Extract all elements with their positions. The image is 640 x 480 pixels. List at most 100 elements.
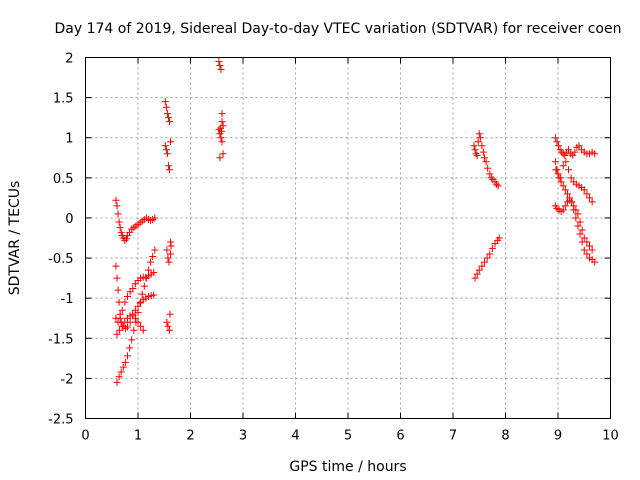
data-point xyxy=(218,138,226,146)
data-point xyxy=(216,124,224,132)
data-point xyxy=(130,326,138,334)
data-point xyxy=(165,258,173,266)
y-tick-label: -2 xyxy=(61,372,74,387)
data-point xyxy=(117,368,125,376)
data-point xyxy=(479,148,487,156)
data-point xyxy=(121,318,129,326)
data-point xyxy=(217,134,225,142)
data-point xyxy=(580,186,588,194)
data-point xyxy=(151,246,159,254)
data-point xyxy=(115,218,123,226)
x-tick-label: 9 xyxy=(554,429,562,444)
data-point xyxy=(495,234,503,242)
data-point xyxy=(131,314,139,322)
data-point xyxy=(136,299,144,307)
data-point xyxy=(121,358,129,366)
data-point xyxy=(216,154,224,162)
data-point xyxy=(164,254,172,262)
data-point xyxy=(553,138,561,146)
x-axis-label: GPS time / hours xyxy=(289,459,406,475)
data-point xyxy=(559,162,567,170)
data-point xyxy=(167,238,175,246)
data-point xyxy=(219,150,227,158)
data-point xyxy=(555,142,563,150)
data-point xyxy=(552,166,560,174)
data-point xyxy=(588,198,596,206)
y-tick-label: 1 xyxy=(65,132,73,147)
data-point xyxy=(568,198,576,206)
data-point xyxy=(122,235,130,243)
data-point xyxy=(164,322,172,330)
data-point xyxy=(139,326,147,334)
data-point xyxy=(113,330,121,338)
data-point xyxy=(474,138,482,146)
data-point xyxy=(217,66,225,74)
data-point xyxy=(116,326,124,334)
data-point xyxy=(559,182,567,190)
data-point xyxy=(566,194,574,202)
data-point xyxy=(167,242,175,250)
data-point xyxy=(217,127,225,135)
data-point xyxy=(486,170,494,178)
data-point xyxy=(161,142,169,150)
data-point xyxy=(567,174,575,182)
data-point xyxy=(113,202,121,210)
data-point xyxy=(112,196,120,204)
x-tick-labels: 0 1 2 3 4 5 6 7 8 9 10 xyxy=(81,429,618,444)
x-tick-label: 7 xyxy=(449,429,457,444)
data-point xyxy=(216,62,224,70)
data-point xyxy=(134,318,142,326)
y-tick-label: 0 xyxy=(65,212,73,227)
data-point xyxy=(119,363,127,371)
data-point xyxy=(563,190,571,198)
x-tick-label: 4 xyxy=(291,429,299,444)
data-point xyxy=(150,291,158,299)
x-tick-label: 8 xyxy=(501,429,509,444)
chart-title: Day 174 of 2019, Sidereal Day-to-day VTE… xyxy=(55,21,622,37)
data-point xyxy=(576,218,584,226)
data-point xyxy=(218,110,226,118)
data-point xyxy=(484,164,492,172)
data-point xyxy=(472,150,480,158)
data-point xyxy=(114,318,122,326)
data-point xyxy=(561,151,569,159)
data-point xyxy=(481,154,488,162)
data-point xyxy=(488,244,496,252)
data-point xyxy=(128,336,136,344)
data-point xyxy=(150,268,158,276)
data-point xyxy=(116,314,124,322)
data-point xyxy=(583,190,591,198)
data-point xyxy=(147,258,155,266)
y-tick-label: 1.5 xyxy=(53,92,74,107)
data-point xyxy=(215,58,223,66)
data-point xyxy=(483,254,491,262)
data-point xyxy=(126,344,134,352)
data-point xyxy=(494,182,502,190)
data-point xyxy=(559,150,567,158)
data-point xyxy=(121,236,129,244)
data-point xyxy=(586,194,593,202)
data-point xyxy=(164,162,172,170)
x-tick-label: 0 xyxy=(81,429,89,444)
data-point xyxy=(574,222,582,230)
data-point xyxy=(117,228,125,236)
axis-ticks xyxy=(85,57,611,419)
data-point xyxy=(475,266,483,274)
data-point xyxy=(487,174,495,182)
data-point xyxy=(475,130,483,138)
data-point xyxy=(167,250,175,258)
data-point xyxy=(561,186,569,194)
data-point xyxy=(481,258,488,266)
x-tick-label: 3 xyxy=(239,429,247,444)
y-tick-label: 2 xyxy=(65,52,73,67)
y-tick-label: -0.5 xyxy=(48,252,73,267)
data-point xyxy=(493,180,501,188)
grid xyxy=(85,57,611,419)
data-point xyxy=(163,150,171,158)
data-point xyxy=(570,206,578,214)
y-tick-label: -1 xyxy=(61,292,74,307)
data-point xyxy=(114,286,122,294)
x-tick-label: 5 xyxy=(344,429,352,444)
data-point xyxy=(473,270,481,278)
